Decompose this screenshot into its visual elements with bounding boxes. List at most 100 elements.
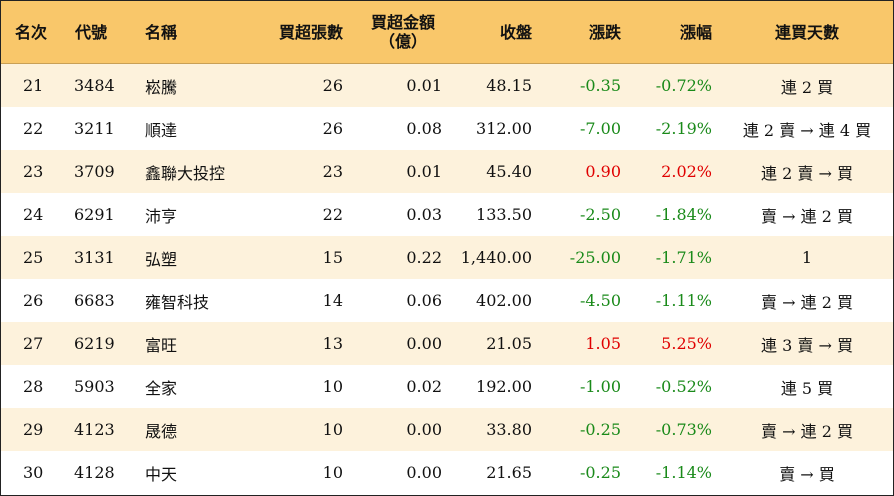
- cell-amount: 0.22: [406, 248, 442, 267]
- header-rank: 名次: [15, 22, 48, 42]
- cell-lots: 15: [322, 248, 343, 267]
- cell-rank: 27: [23, 334, 44, 353]
- header-pct: 漲幅: [679, 22, 712, 42]
- cell-close: 45.40: [486, 162, 532, 181]
- cell-code: 3131: [74, 248, 115, 267]
- cell-change: -4.50: [579, 291, 621, 310]
- cell-code: 4128: [74, 463, 115, 482]
- cell-close: 1,440.00: [460, 248, 532, 267]
- cell-code: 6683: [74, 291, 115, 310]
- cell-code: 6219: [74, 334, 115, 353]
- cell-code: 4123: [74, 420, 115, 439]
- cell-name: 晟德: [145, 421, 178, 441]
- cell-amount: 0.08: [406, 119, 442, 138]
- cell-pct: -0.52%: [655, 377, 712, 396]
- cell-amount: 0.01: [406, 76, 442, 95]
- cell-close: 192.00: [476, 377, 532, 396]
- table-header: 名次 代號 名稱 買超張數 買超金額 （億） 收盤 漲跌 漲幅 連買天數: [1, 1, 893, 64]
- cell-close: 133.50: [476, 205, 532, 224]
- table-row: 30 4128 中天 10 0.00 21.65 -0.25 -1.14% 賣 → 買: [1, 451, 893, 494]
- cell-change: -25.00: [569, 248, 621, 267]
- cell-streak: 1: [801, 248, 813, 267]
- cell-streak: 賣 → 連 2 買: [761, 421, 853, 441]
- cell-streak: 連 2 賣 → 連 4 買: [742, 120, 872, 140]
- cell-code: 3211: [74, 119, 115, 138]
- table-row: 29 4123 晟德 10 0.00 33.80 -0.25 -0.73% 賣 → 連 2 買: [1, 408, 893, 451]
- cell-amount: 0.02: [406, 377, 442, 396]
- table-row: 27 6219 富旺 13 0.00 21.05 1.05 5.25% 連 3 賣 → 買: [1, 322, 893, 365]
- cell-code: 5903: [74, 377, 115, 396]
- cell-code: 3484: [74, 76, 115, 95]
- cell-change: -1.00: [579, 377, 621, 396]
- cell-rank: 23: [23, 162, 44, 181]
- cell-streak: 賣 → 連 2 買: [761, 292, 853, 312]
- cell-name: 雍智科技: [145, 292, 210, 312]
- cell-amount: 0.00: [406, 334, 442, 353]
- cell-pct: -1.11%: [655, 291, 712, 310]
- header-amount-line2: （億）: [378, 32, 427, 51]
- cell-close: 33.80: [486, 420, 532, 439]
- cell-pct: -0.72%: [655, 76, 712, 95]
- cell-close: 21.65: [486, 463, 532, 482]
- cell-lots: 26: [322, 119, 343, 138]
- cell-lots: 22: [322, 205, 343, 224]
- table-row: 24 6291 沛亨 22 0.03 133.50 -2.50 -1.84% 賣 → 連 2 買: [1, 193, 893, 236]
- cell-lots: 14: [322, 291, 343, 310]
- header-code: 代號: [75, 22, 108, 42]
- cell-rank: 26: [23, 291, 44, 310]
- cell-streak: 連 3 賣 → 買: [761, 335, 853, 355]
- cell-lots: 13: [322, 334, 343, 353]
- header-amount: 買超金額 （億）: [353, 13, 453, 51]
- cell-amount: 0.06: [406, 291, 442, 310]
- cell-pct: -0.73%: [655, 420, 712, 439]
- header-close: 收盤: [499, 22, 532, 42]
- cell-pct: 5.25%: [661, 334, 712, 353]
- cell-close: 48.15: [486, 76, 532, 95]
- table-row: 22 3211 順達 26 0.08 312.00 -7.00 -2.19% 連 2 賣 → 連…: [1, 107, 893, 150]
- cell-name: 中天: [145, 464, 178, 484]
- cell-change: -0.25: [579, 420, 621, 439]
- cell-pct: -1.14%: [655, 463, 712, 482]
- cell-pct: -1.84%: [655, 205, 712, 224]
- cell-change: -0.35: [579, 76, 621, 95]
- cell-close: 312.00: [476, 119, 532, 138]
- cell-lots: 10: [322, 463, 343, 482]
- header-lots: 買超張數: [278, 22, 343, 42]
- cell-pct: -1.71%: [655, 248, 712, 267]
- cell-change: -7.00: [579, 119, 621, 138]
- table-row: 23 3709 鑫聯大投控 23 0.01 45.40 0.90 2.02% 連 2 賣 → 買: [1, 150, 893, 193]
- cell-name: 沛亨: [145, 206, 178, 226]
- cell-close: 402.00: [476, 291, 532, 310]
- header-change: 漲跌: [588, 22, 621, 42]
- header-streak: 連買天數: [774, 22, 839, 42]
- cell-lots: 26: [322, 76, 343, 95]
- table-row: 28 5903 全家 10 0.02 192.00 -1.00 -0.52% 連 5 買: [1, 365, 893, 408]
- table-row: 26 6683 雍智科技 14 0.06 402.00 -4.50 -1.11% 賣 → 連 2…: [1, 279, 893, 322]
- cell-streak: 連 2 賣 → 買: [761, 163, 853, 183]
- cell-streak: 連 2 買: [780, 77, 834, 97]
- cell-amount: 0.03: [406, 205, 442, 224]
- header-name: 名稱: [145, 22, 178, 42]
- cell-pct: 2.02%: [661, 162, 712, 181]
- cell-rank: 24: [23, 205, 44, 224]
- cell-lots: 10: [322, 420, 343, 439]
- table-row: 21 3484 崧騰 26 0.01 48.15 -0.35 -0.72% 連 2 買: [1, 64, 893, 107]
- cell-change: 1.05: [585, 334, 621, 353]
- cell-change: -0.25: [579, 463, 621, 482]
- cell-name: 全家: [145, 378, 178, 398]
- cell-name: 崧騰: [145, 77, 178, 97]
- cell-pct: -2.19%: [655, 119, 712, 138]
- cell-rank: 30: [23, 463, 44, 482]
- cell-code: 3709: [74, 162, 115, 181]
- cell-streak: 賣 → 連 2 買: [761, 206, 853, 226]
- cell-streak: 賣 → 買: [779, 464, 835, 484]
- cell-rank: 25: [23, 248, 44, 267]
- cell-name: 弘塑: [145, 249, 178, 269]
- header-amount-line1: 買超金額: [370, 13, 435, 32]
- cell-name: 鑫聯大投控: [145, 163, 226, 183]
- cell-code: 6291: [74, 205, 115, 224]
- cell-change: -2.50: [579, 205, 621, 224]
- cell-streak: 連 5 買: [780, 378, 834, 398]
- cell-amount: 0.01: [406, 162, 442, 181]
